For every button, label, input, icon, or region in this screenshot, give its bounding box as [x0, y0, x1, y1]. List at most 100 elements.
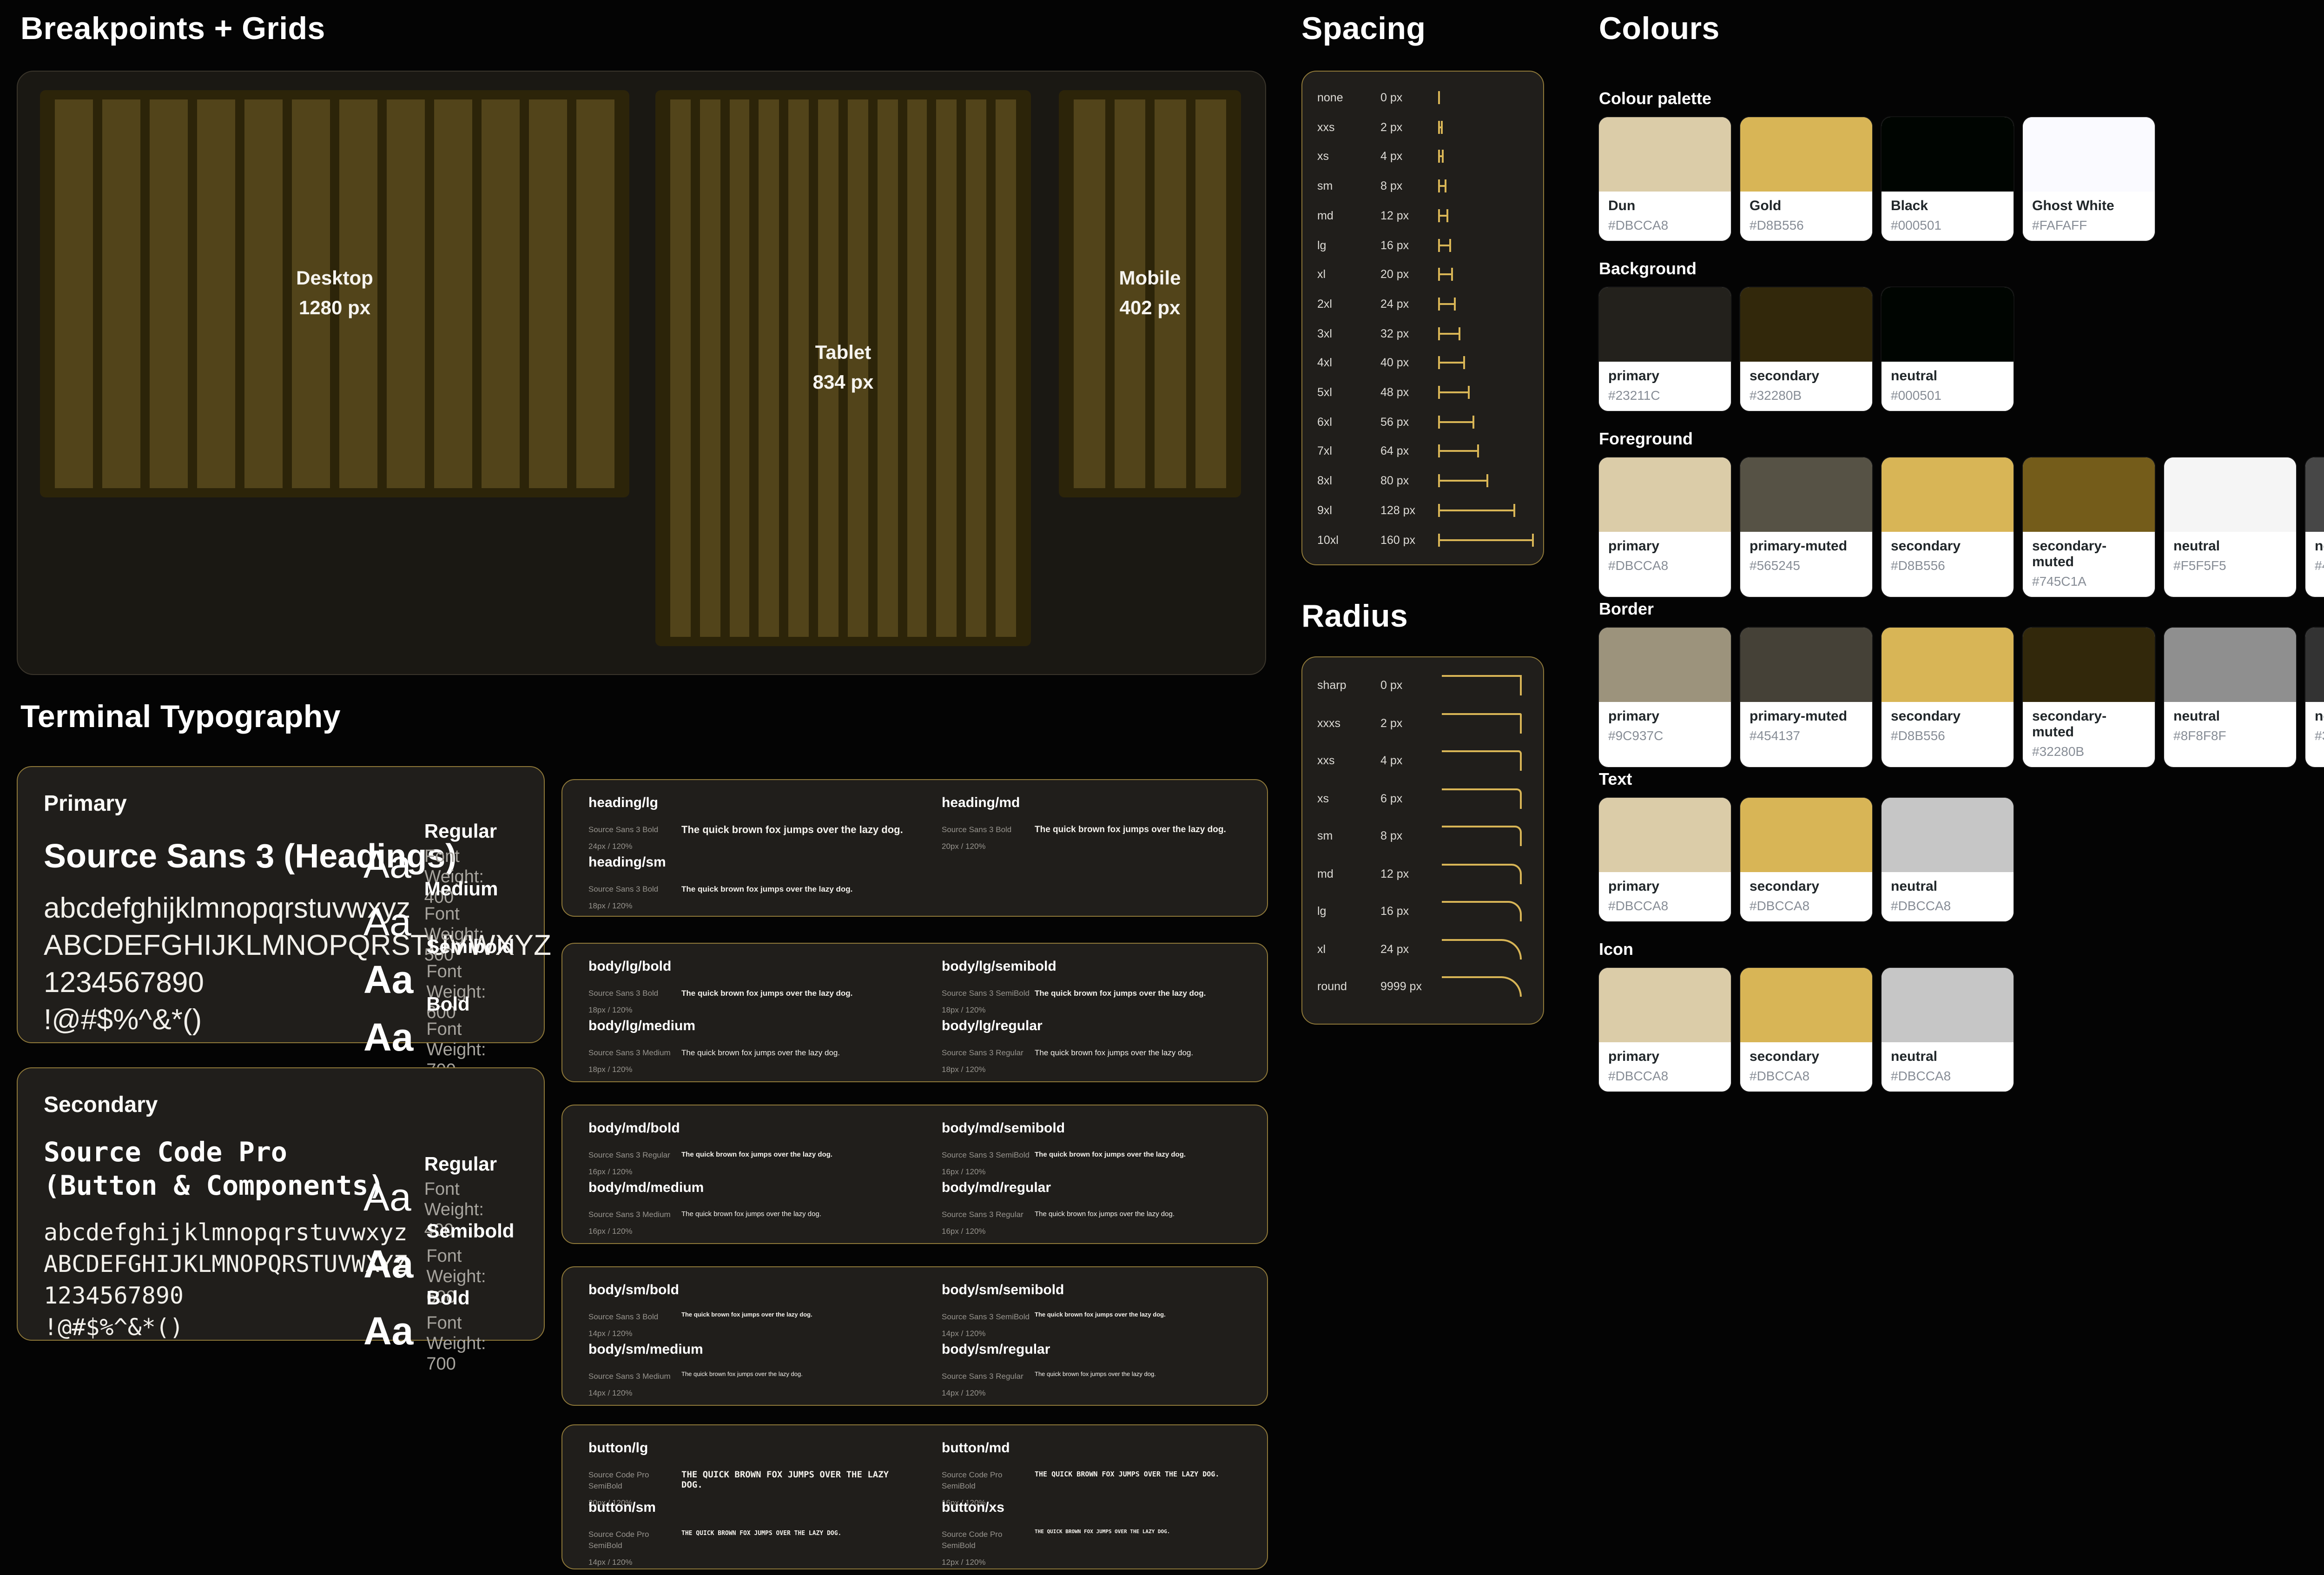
specimen-size: 16px / 120%	[588, 1167, 633, 1176]
specimen-sample: The quick brown fox jumps over the lazy …	[681, 988, 853, 998]
colour-hex: #8F8F8F	[2173, 728, 2226, 743]
spacing-bracket	[1438, 179, 1446, 193]
specimen-meta: Source Code Pro SemiBold 20px / 120%	[588, 1469, 681, 1514]
colour-hex: #32280B	[1750, 388, 1802, 403]
font-weight-text: Regular Font Weight: 400	[424, 821, 497, 908]
colour-card-footer: Ghost White #FAFAFF	[2023, 192, 2155, 241]
colour-card-primary-muted: primary-muted #454137	[1740, 628, 1872, 767]
alphabet-line: 1234567890	[44, 1282, 184, 1309]
specimen-row: Source Sans 3 Regular 18px / 120% The quic…	[942, 1047, 1267, 1080]
colour-name: primary	[1608, 538, 1660, 554]
spacing-row-sm: sm 8 px	[1302, 171, 1543, 201]
font-weight-row: Aa Regular Font Weight: 400	[363, 821, 497, 908]
grid-column	[759, 99, 779, 637]
radius-token-name: sm	[1317, 829, 1333, 842]
colour-card-secondary: secondary #32280B	[1740, 287, 1872, 411]
font-weight-name: Semibold	[426, 1221, 515, 1242]
colour-name: primary-muted	[1750, 538, 1848, 554]
alphabet-line: abcdefghijklmnopqrstuvwxyz	[44, 892, 411, 924]
grid-column	[150, 99, 188, 488]
colour-group-label: Text	[1599, 770, 1632, 788]
colour-hex: #DBCCA8	[1608, 898, 1669, 913]
colour-card-footer: neutral #DBCCA8	[1882, 1042, 2014, 1092]
specimen-sample: The quick brown fox jumps over the lazy …	[681, 1210, 821, 1218]
colour-hex: #D8B556	[1891, 558, 1945, 573]
artboard-name: Desktop	[296, 268, 373, 289]
specimen-meta: Source Sans 3 SemiBold 16px / 120%	[942, 1149, 1035, 1183]
artboard-size: 402 px	[1119, 298, 1181, 319]
spacing-token-name: none	[1317, 91, 1343, 104]
spacing-token-value: 80 px	[1380, 474, 1409, 488]
bracket-line	[1438, 450, 1479, 452]
specimen-font: Source Sans 3 Regular	[588, 1150, 670, 1159]
spacing-token-value: 56 px	[1380, 415, 1409, 429]
aa-sample: Aa	[363, 900, 411, 944]
specimen-size: 18px / 120%	[942, 1065, 986, 1074]
alphabet-line: !@#$%^&*()	[44, 1314, 184, 1341]
aa-sample: Aa	[363, 958, 414, 1001]
radius-token-name: lg	[1317, 905, 1327, 918]
grid-column	[434, 99, 472, 488]
radius-row-xl: xl 24 px	[1302, 934, 1543, 964]
colour-hex: #333333	[2315, 728, 2324, 743]
spacing-bracket	[1438, 444, 1479, 458]
colour-group-row: primary #DBCCA8 secondary #DBCCA8 neutral #DB…	[1599, 798, 2014, 921]
spacing-bracket	[1438, 356, 1465, 370]
colour-hex: #DBCCA8	[1891, 898, 1951, 913]
specimen-heading-sm: heading/sm Source Sans 3 Bold 18px / 120% T…	[588, 854, 914, 917]
colour-hex: #DBCCA8	[1608, 558, 1669, 573]
grid-column	[292, 99, 330, 488]
spacing-row-xl: xl 20 px	[1302, 259, 1543, 289]
colour-swatch	[1740, 798, 1872, 872]
colour-hex: #474747	[2315, 558, 2324, 573]
specimen-sample: The quick brown fox jumps over the lazy …	[681, 1312, 812, 1318]
artboard-name: Mobile	[1119, 268, 1181, 289]
bracket-line	[1438, 362, 1465, 364]
specimen-row: Source Sans 3 Medium 18px / 120% The quick…	[588, 1047, 914, 1080]
specimen-name: body/lg/regular	[942, 1018, 1043, 1034]
colour-swatch	[1740, 628, 1872, 702]
specimen-sample: The quick brown fox jumps over the lazy …	[681, 825, 903, 836]
colour-group-foreground: Foreground primary #DBCCA8 primary-muted #56…	[1599, 430, 2324, 597]
specimen-size: 14px / 120%	[588, 1388, 633, 1397]
font-weight-text: Semibold Font Weight: 600	[426, 1221, 514, 1308]
specimen-size: 18px / 120%	[588, 1065, 633, 1074]
specimen-name: heading/sm	[588, 854, 666, 870]
grid-column	[387, 99, 425, 488]
grid-columns	[670, 99, 1016, 637]
alphabet-line: ABCDEFGHIJKLMNOPQRSTUVWXYZ	[44, 1251, 408, 1277]
specimen-sample: THE QUICK BROWN FOX JUMPS OVER THE LAZY …	[681, 1529, 842, 1537]
colour-swatch	[1599, 798, 1731, 872]
specimen-sample: The quick brown fox jumps over the lazy …	[681, 884, 853, 893]
colour-hex: #32280B	[2032, 744, 2085, 759]
specimen-meta: Source Sans 3 Bold 14px / 120%	[588, 1311, 681, 1344]
colour-card-footer: secondary #DBCCA8	[1740, 872, 1872, 921]
specimen-row: Source Sans 3 Regular 16px / 120% The quic…	[942, 1209, 1267, 1242]
bracket-line	[1438, 332, 1460, 335]
font-weight-value: Font Weight: 700	[426, 1314, 486, 1374]
specimen-meta: Source Sans 3 Medium 16px / 120%	[588, 1209, 681, 1242]
radius-row-xs: xs 6 px	[1302, 783, 1543, 813]
alphabet-line: ABCDEFGHIJKLMNOPQRSTUVWXYZ	[44, 929, 551, 961]
colour-card-footer: secondary-muted #745C1A	[2023, 532, 2155, 597]
grid-column	[482, 99, 520, 488]
radius-title: Radius	[1301, 599, 1408, 634]
specimen-card-button: button/lg Source Code Pro SemiBold 20px / …	[561, 1424, 1268, 1569]
grid-column	[576, 99, 614, 488]
colour-card-primary: primary #DBCCA8	[1599, 457, 1731, 597]
colour-name: secondary	[1750, 368, 1820, 384]
grid-column	[1114, 99, 1145, 488]
specimen-sample: THE QUICK BROWN FOX JUMPS OVER THE LAZY …	[1035, 1470, 1220, 1478]
colour-card-neutral-muted: neutral-muted #333333	[2305, 628, 2324, 767]
colour-name: Ghost White	[2032, 198, 2114, 214]
colour-name: secondary	[1750, 879, 1820, 894]
aa-sample: Aa	[363, 1175, 411, 1219]
colour-group-background: Background primary #23211C secondary #32280B…	[1599, 259, 2014, 411]
colour-swatch	[2164, 628, 2296, 702]
specimen-sample: The quick brown fox jumps over the lazy …	[1035, 1312, 1166, 1318]
grid-column	[788, 99, 809, 637]
specimen-meta: Source Sans 3 Regular 18px / 120%	[942, 1047, 1035, 1080]
grid-column	[1195, 99, 1226, 488]
specimen-meta: Source Code Pro SemiBold 12px / 120%	[942, 1529, 1035, 1573]
grid-column	[1074, 99, 1105, 488]
